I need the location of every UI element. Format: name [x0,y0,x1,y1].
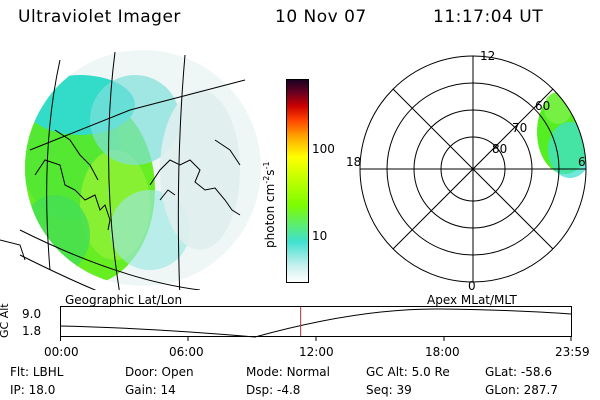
colorbar [286,79,309,283]
colorbar-tick-100: 100 [312,142,335,156]
mlat-label-70: 70 [512,121,527,135]
mlat-label-60: 60 [535,99,550,113]
polar-grid [359,55,587,283]
mlat-label-80: 80 [492,142,507,156]
header-time: 11:17:04 UT [433,7,544,27]
timeline-xtick-4: 23:59 [555,345,590,359]
info-gain: Gain: 14 [125,383,176,397]
timeline-ytick-bottom: 1.8 [22,324,42,338]
info-ip: IP: 18.0 [10,383,56,397]
map-grid [19,51,246,290]
mlt-label-left: 18 [346,155,361,169]
timeline-xtick-0: 00:00 [44,345,79,359]
timeline-xtick-2: 12:00 [299,345,334,359]
info-seq: Seq: 39 [366,383,412,397]
info-flt: Flt: LBHL [10,365,64,379]
info-door: Door: Open [125,365,194,379]
geographic-map [0,50,261,290]
info-glat: GLat: -58.6 [485,365,552,379]
timeline-left-label: Geographic Lat/Lon [65,293,183,307]
mlt-label-top: 12 [480,49,495,63]
map-coastlines [0,129,241,261]
timeline-ytick-top: 9.0 [22,307,42,321]
info-mode: Mode: Normal [246,365,330,379]
mlt-label-bottom: 0 [468,279,476,292]
timeline-right-label: Apex MLat/MLT [427,293,517,307]
timeline-xtick-3: 18:00 [425,345,460,359]
polar-plot: 12 18 6 0 60 70 80 [346,49,587,292]
altitude-curve [60,308,572,338]
info-dsp: Dsp: -4.8 [246,383,301,397]
colorbar-tick-10: 10 [312,229,328,243]
timeline-plot [60,306,572,341]
colorbar-label: photon cm-2s-1 [262,161,277,248]
info-glon: GLon: 287.7 [485,383,558,397]
timeline-ylabel: GC Alt [0,303,11,338]
timeline-frame [60,306,572,337]
info-gc-alt: GC Alt: 5.0 Re [366,365,450,379]
mlt-label-right: 6 [578,155,586,169]
app-title: Ultraviolet Imager [18,7,181,27]
timeline-xtick-1: 06:00 [169,345,204,359]
header-date: 10 Nov 07 [275,7,367,27]
timeline-ticks [60,336,572,341]
